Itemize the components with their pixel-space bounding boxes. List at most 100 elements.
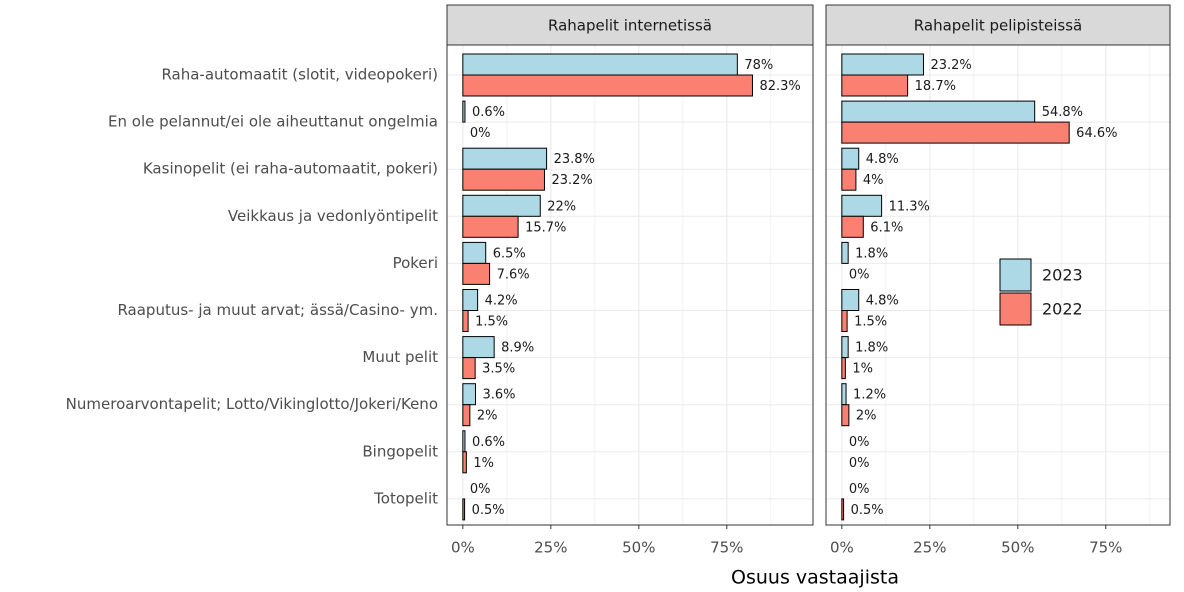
value-label: 82.3% (759, 79, 800, 94)
panel-border (446, 44, 814, 526)
bar (841, 147, 860, 170)
category-label: Muut pelit (362, 348, 438, 366)
value-label: 18.7% (915, 79, 956, 94)
value-label: 2% (477, 409, 498, 424)
value-label: 15.7% (525, 220, 566, 235)
value-label: 0% (849, 482, 870, 497)
bar (462, 498, 466, 521)
x-tick-label: 25% (913, 539, 946, 557)
x-tick-label: 50% (1001, 539, 1034, 557)
legend-key (999, 258, 1032, 292)
bar (841, 383, 847, 406)
bar (462, 100, 466, 123)
legend-key (999, 292, 1032, 326)
value-label: 22% (547, 199, 576, 214)
category-label: Numeroarvontapelit; Lotto/Vikinglotto/Jo… (66, 395, 438, 413)
category-label: Kasinopelit (ei raha-automaatit, pokeri) (143, 160, 438, 178)
bar (462, 262, 491, 285)
bar (462, 168, 545, 191)
x-tick-label: 25% (534, 539, 567, 557)
bar (841, 194, 883, 217)
bar (462, 404, 471, 427)
x-tick-label: 0% (451, 539, 475, 557)
value-label: 78% (744, 58, 773, 73)
strip (825, 4, 1171, 46)
value-label: 4% (863, 173, 884, 188)
bar (841, 74, 909, 97)
value-label: 54.8% (1042, 105, 1083, 120)
value-label: 0% (849, 267, 870, 282)
x-axis-title: Osuus vastaajista (731, 567, 899, 589)
bar (841, 498, 845, 521)
bar (841, 168, 857, 191)
bar (841, 121, 1070, 144)
x-tick-label: 75% (710, 539, 743, 557)
category-label: Pokeri (393, 254, 438, 272)
value-label: 23.2% (930, 58, 971, 73)
bar (841, 404, 850, 427)
bar (462, 430, 466, 453)
value-label: 0.6% (472, 435, 505, 450)
bar (841, 289, 860, 311)
value-label: 1.8% (855, 246, 888, 261)
panel: 78% 0.6% 23.8% 22% 6.5% 4.2% 8.9% 3.6% 0.6% 0% 82.… (447, 45, 813, 525)
value-label: 11.3% (889, 199, 930, 214)
value-label: 0% (470, 126, 491, 141)
legend-label: 2022 (1042, 300, 1083, 319)
value-label: 4.2% (485, 294, 518, 309)
value-label: 1% (473, 456, 494, 471)
value-label: 1.8% (855, 341, 888, 356)
strip (446, 4, 814, 46)
panel-border (825, 44, 1171, 526)
bar (462, 53, 738, 76)
bar (462, 289, 479, 311)
value-label: 0% (849, 456, 870, 471)
value-label: 2% (856, 409, 877, 424)
bar (841, 336, 849, 359)
bar (841, 100, 1036, 123)
category-label: Veikkaus ja vedonlyöntipelit (228, 207, 438, 225)
bar (841, 310, 848, 332)
bar (462, 357, 476, 380)
bar (841, 215, 864, 238)
bar (462, 147, 548, 170)
value-label: 0% (470, 482, 491, 497)
bar (462, 74, 753, 97)
facet-title: Rahapelit pelipisteissä (914, 17, 1082, 35)
value-label: 0.5% (851, 503, 884, 518)
bar (462, 451, 467, 474)
bar (462, 383, 477, 406)
category-label: Raaputus- ja muut arvat; ässä/Casino- ym… (117, 301, 438, 319)
value-label: 0.6% (472, 105, 505, 120)
value-label: 1.5% (854, 315, 887, 330)
bar (462, 336, 495, 359)
bar (462, 241, 487, 264)
category-label: Bingopelit (362, 442, 438, 460)
bar (462, 310, 469, 332)
panel-background (447, 45, 813, 525)
value-label: 23.8% (554, 152, 595, 167)
value-label: 1.2% (853, 388, 886, 403)
bar (462, 215, 519, 238)
category-label: En ole pelannut/ei ole aiheuttanut ongel… (108, 113, 438, 131)
legend-label: 2023 (1042, 266, 1083, 285)
category-label: Totopelit (373, 489, 438, 507)
value-label: 1% (852, 362, 873, 377)
value-label: 8.9% (501, 341, 534, 356)
panel: 23.2% 54.8% 4.8% 11.3% 1.8% 4.8% 1.8% 1.2% 0% 0% 1… (826, 45, 1170, 525)
x-tick-label: 75% (1089, 539, 1122, 557)
facet-title: Rahapelit internetissä (548, 17, 712, 35)
value-label: 23.2% (551, 173, 592, 188)
value-label: 4.8% (866, 152, 899, 167)
bar (462, 194, 541, 217)
value-label: 0% (849, 435, 870, 450)
value-label: 3.6% (483, 388, 516, 403)
bar (841, 357, 846, 380)
value-label: 7.6% (497, 267, 530, 282)
value-label: 6.5% (493, 246, 526, 261)
value-label: 64.6% (1076, 126, 1117, 141)
bar (841, 53, 924, 76)
category-label: Raha-automaatit (slotit, videopokeri) (161, 66, 438, 84)
value-label: 4.8% (866, 294, 899, 309)
